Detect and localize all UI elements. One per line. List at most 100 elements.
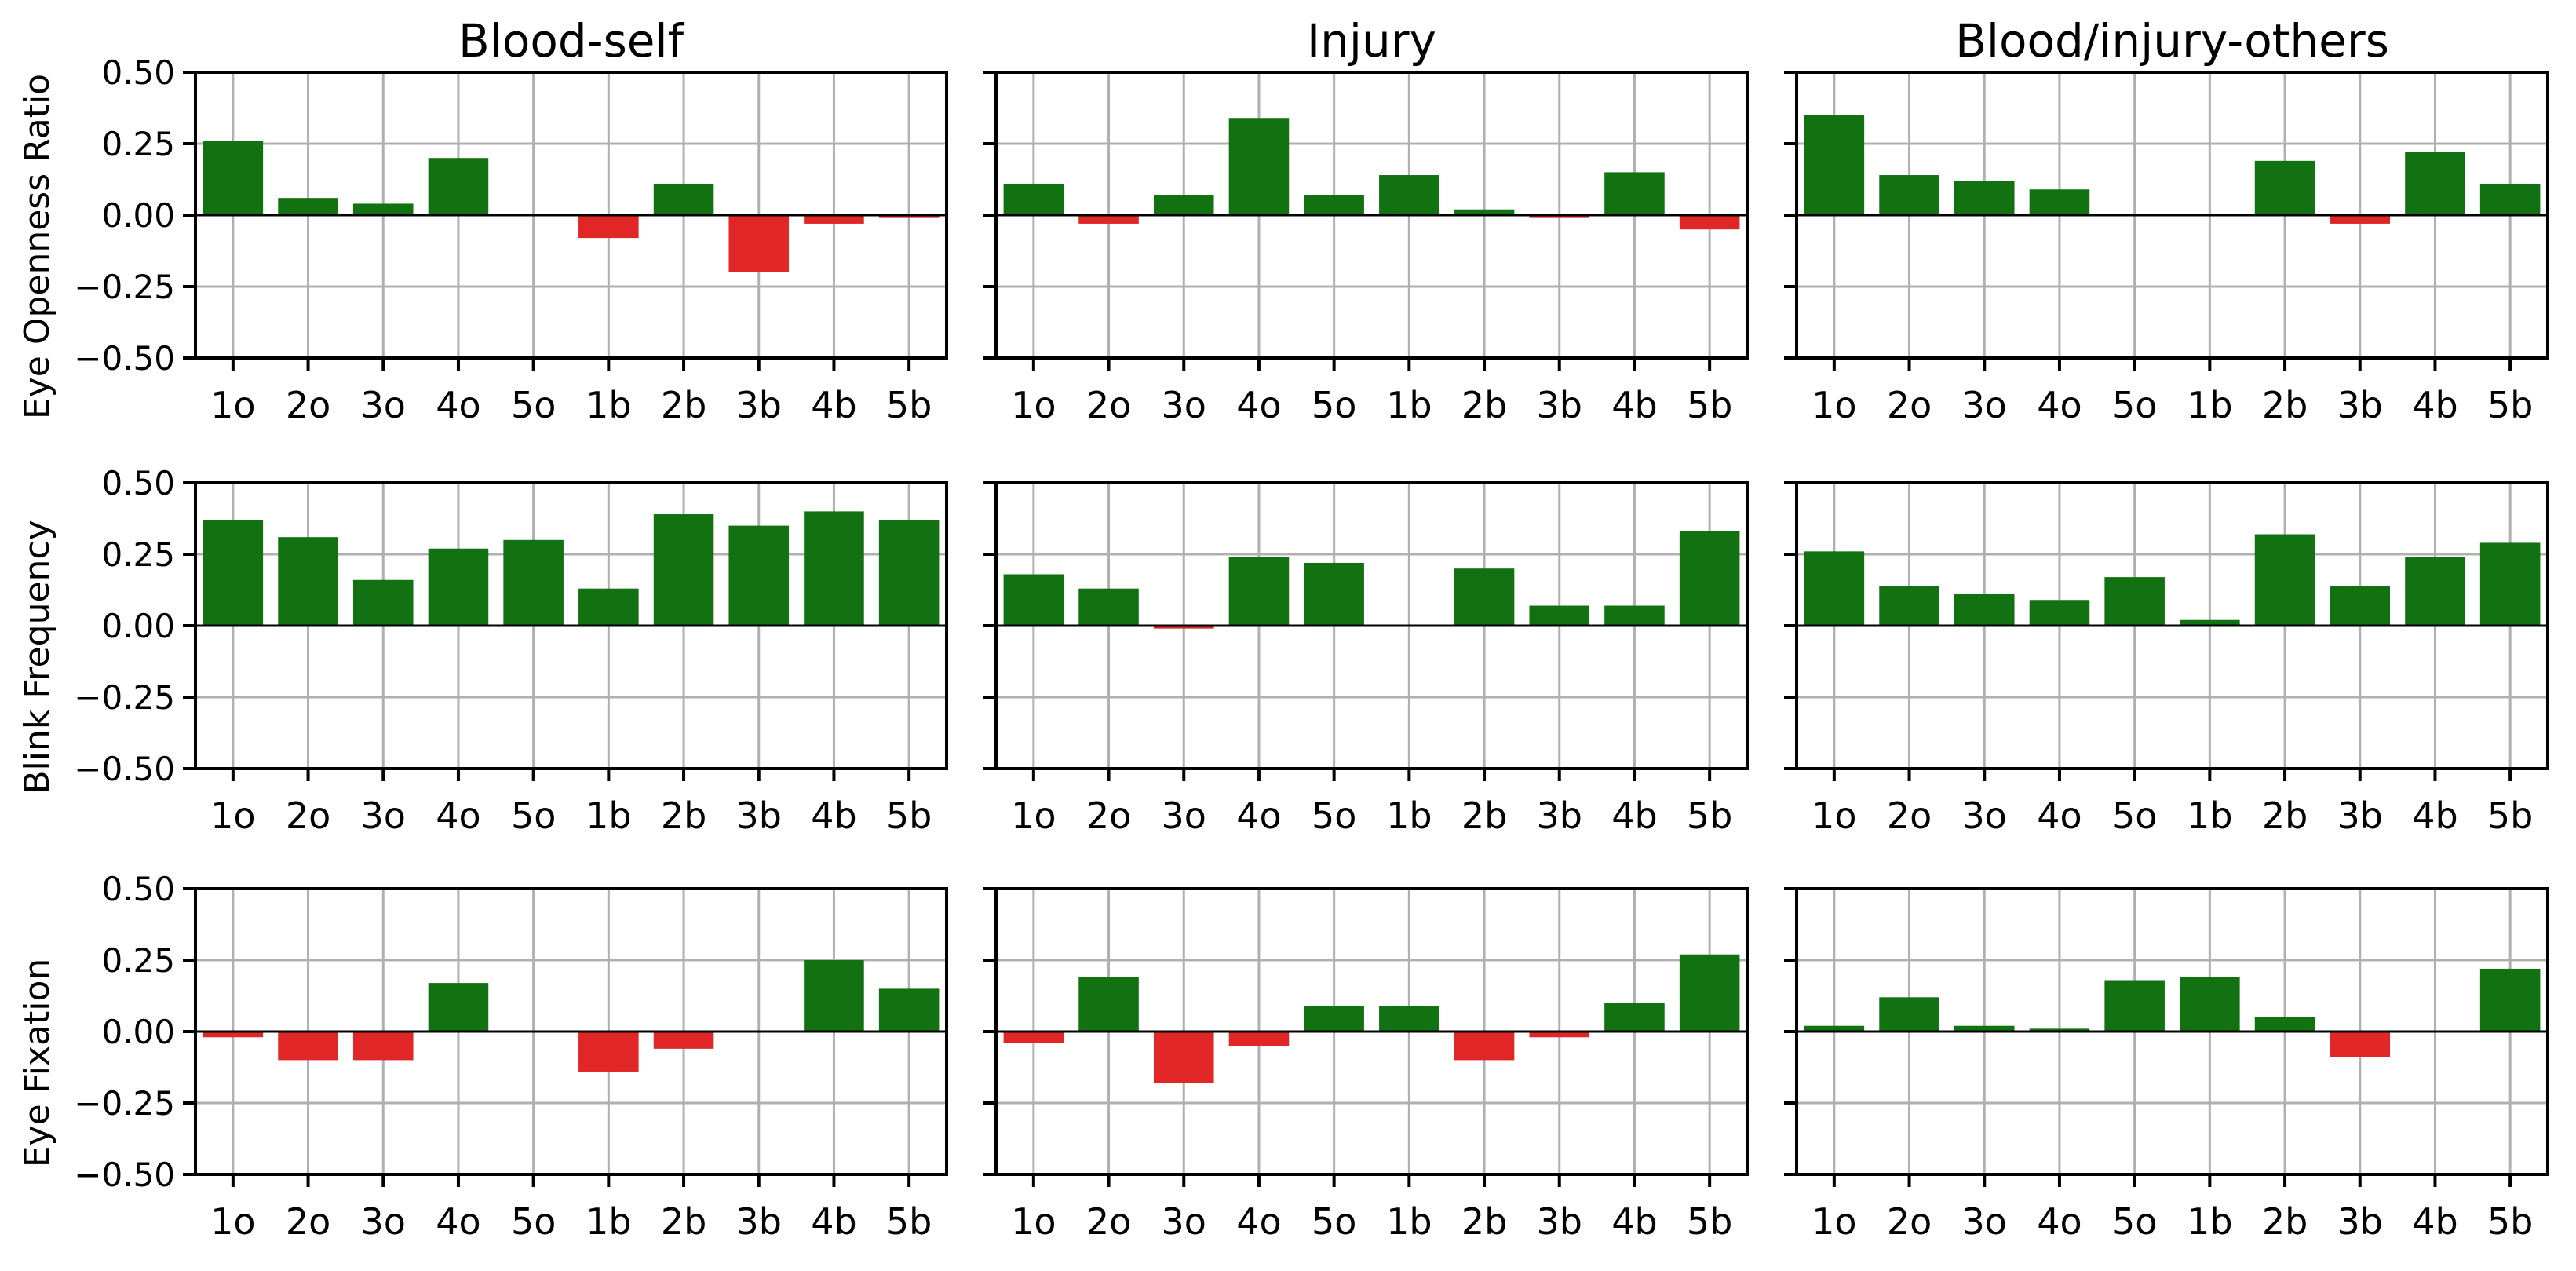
bar-4o <box>2029 600 2090 626</box>
x-tick-label: 4b <box>811 1200 856 1243</box>
x-tick-label: 5o <box>1312 384 1356 426</box>
x-tick-label: 1b <box>2187 384 2232 426</box>
x-tick-label: 2o <box>1086 1200 1131 1243</box>
bar-1b <box>578 215 639 239</box>
y-tick-label: 0.50 <box>101 53 175 92</box>
bar-4b <box>2405 152 2465 215</box>
bar-1o <box>1804 551 1865 626</box>
x-tick-label: 2b <box>661 1200 706 1243</box>
x-tick-label: 3b <box>2337 384 2383 426</box>
y-tick-label: −0.25 <box>74 268 175 306</box>
bar-3b <box>728 215 790 272</box>
bar-1b <box>578 1032 639 1072</box>
y-tick-label: 0.25 <box>101 535 175 574</box>
bar-2b <box>653 183 714 215</box>
bar-3b <box>2330 1032 2391 1057</box>
bar-3o <box>352 1032 414 1061</box>
x-tick-label: 2o <box>1086 384 1131 426</box>
x-tick-label: 1o <box>1011 794 1056 837</box>
x-tick-label: 1b <box>586 794 631 837</box>
y-tick-label: 0.00 <box>101 196 175 235</box>
bar-1b <box>1379 175 1439 215</box>
bar-1o <box>1003 574 1064 626</box>
bar-4o <box>1228 557 1290 626</box>
bar-2o <box>278 198 338 215</box>
x-tick-label: 2o <box>286 384 330 426</box>
y-tick-label: 0.25 <box>101 125 175 163</box>
x-tick-label: 3o <box>1162 1200 1206 1243</box>
bar-3b <box>1529 215 1590 218</box>
bar-1o <box>203 141 264 215</box>
x-tick-label: 5b <box>886 794 932 837</box>
bar-1b <box>578 588 639 626</box>
bar-3o <box>352 203 414 215</box>
bar-4o <box>428 158 489 215</box>
x-tick-label: 3o <box>1162 794 1206 837</box>
bar-5o <box>1304 195 1364 215</box>
bar-2b <box>2254 1017 2315 1032</box>
bar-4b <box>804 511 864 626</box>
x-tick-label: 4b <box>1611 794 1657 837</box>
bar-4o <box>2029 189 2090 215</box>
x-tick-label: 4o <box>1236 1200 1281 1243</box>
bar-5b <box>1679 531 1740 626</box>
x-tick-label: 4o <box>436 1200 480 1243</box>
x-tick-label: 1b <box>586 384 631 426</box>
bar-4o <box>1228 1032 1290 1046</box>
x-tick-label: 1o <box>1812 1200 1856 1243</box>
bar-5o <box>1304 562 1364 626</box>
x-tick-label: 5o <box>1312 1200 1356 1243</box>
x-tick-label: 3b <box>736 384 782 426</box>
x-tick-label: 2o <box>1086 794 1131 837</box>
bar-5b <box>878 520 940 626</box>
bar-4o <box>428 983 489 1032</box>
x-tick-label: 2b <box>661 794 706 837</box>
bar-4o <box>428 548 489 626</box>
x-tick-label: 3b <box>2337 794 2383 837</box>
x-tick-label: 5b <box>1687 384 1732 426</box>
y-tick-label: −0.50 <box>74 750 175 788</box>
bar-2b <box>2254 160 2315 215</box>
bar-1b <box>1379 1006 1439 1032</box>
x-tick-label: 3o <box>361 1200 406 1243</box>
x-tick-label: 4b <box>1611 1200 1657 1243</box>
panel-2: 1o 2o 3o 4o 5o 1b 2b 3b 4b 5b Injury <box>983 14 1749 426</box>
bar-5b <box>2479 968 2541 1032</box>
bar-2o <box>1879 997 1939 1032</box>
x-tick-label: 4o <box>436 794 480 837</box>
bar-3o <box>1954 181 2015 215</box>
x-tick-label: 5o <box>511 384 556 426</box>
x-tick-label: 2b <box>1461 794 1507 837</box>
x-tick-label: 5o <box>2112 384 2157 426</box>
x-tick-label: 4o <box>2037 1200 2082 1243</box>
y-tick-label: −0.25 <box>74 678 175 717</box>
x-tick-label: 3b <box>736 1200 782 1243</box>
bar-1o <box>1003 183 1064 215</box>
x-tick-label: 2b <box>2262 384 2308 426</box>
y-tick-label: 0.25 <box>101 941 175 980</box>
bar-3b <box>728 525 790 626</box>
bar-5o <box>2104 577 2165 626</box>
x-tick-label: 2o <box>286 794 330 837</box>
x-tick-label: 4b <box>2412 794 2457 837</box>
panel-6: 1o 2o 3o 4o 5o 1b 2b 3b 4b 5b <box>1784 481 2549 837</box>
y-axis-label: Blink Frequency <box>17 520 57 794</box>
x-tick-label: 2b <box>2262 794 2308 837</box>
x-tick-label: 3o <box>1962 1200 2007 1243</box>
x-tick-label: 1b <box>2187 794 2232 837</box>
x-tick-label: 5o <box>1312 794 1356 837</box>
y-tick-label: −0.50 <box>74 1156 175 1194</box>
bar-2o <box>1078 977 1139 1032</box>
bar-1o <box>1804 1025 1865 1032</box>
bar-5b <box>1679 215 1740 230</box>
bar-2b <box>653 1032 714 1049</box>
x-tick-label: 5b <box>886 384 932 426</box>
bar-3b <box>1529 605 1590 626</box>
bar-4b <box>804 215 864 224</box>
bar-5b <box>2479 183 2541 215</box>
panel-7: 0.50 0.25 0.00 −0.25 −0.50 1o 2o 3o 4o 5o 1b 2b 3b 4b… <box>17 870 948 1243</box>
bar-3b <box>2330 586 2391 626</box>
x-tick-label: 1b <box>2187 1200 2232 1243</box>
panel-title: Blood/injury-others <box>1955 14 2389 68</box>
bar-2o <box>278 1032 338 1061</box>
